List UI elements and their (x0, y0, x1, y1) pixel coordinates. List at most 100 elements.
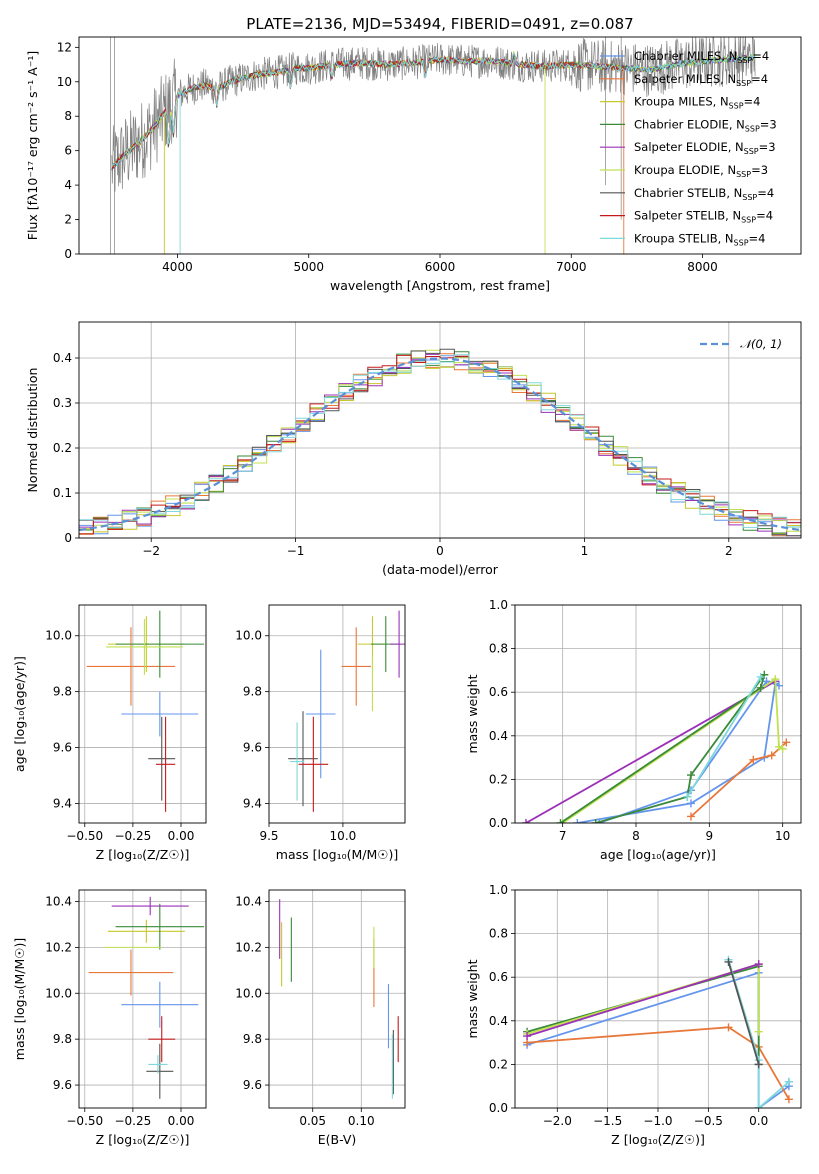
y-tick-label: 0 (64, 531, 72, 545)
x-tick-label: 8 (632, 829, 640, 843)
plus-marker (724, 1023, 733, 1032)
y-axis-label: age [log₁₀(age/yr)] (12, 656, 27, 772)
y-axis-label: mass [log₁₀(M/M☉)] (12, 938, 27, 1060)
plus-marker (754, 960, 763, 969)
legend-entry: Kroupa ELODIE, NSSP=3 (634, 163, 768, 179)
plot-area (522, 670, 791, 823)
y-tick-label: 9.8 (53, 1032, 72, 1046)
x-tick-label: −1.5 (593, 1114, 622, 1128)
plus-marker (687, 812, 695, 821)
y-tick-label: 9.8 (53, 685, 72, 699)
y-tick-label: 10 (57, 75, 72, 89)
histogram-step (79, 354, 801, 528)
normal-curve (79, 357, 801, 532)
x-tick-label: 6000 (425, 260, 456, 274)
x-tick-label: 10 (775, 829, 790, 843)
plus-marker (782, 738, 791, 747)
y-tick-label: 10.4 (45, 894, 72, 908)
panel-3: −0.50 −0.25 0.00 9.4 9.6 9.8 10.0 Z [log₁₀(Z/Z☉… (12, 604, 207, 862)
y-tick-label: 10.4 (235, 894, 262, 908)
legend-entry: Chabrier ELODIE, NSSP=3 (634, 117, 777, 133)
y-axis-label: mass weight (465, 674, 480, 753)
plus-marker (687, 799, 695, 808)
x-tick-label: 0.00 (168, 829, 195, 843)
legend-entry: Chabrier STELIB, NSSP=4 (634, 186, 774, 202)
plus-marker (591, 819, 600, 823)
plus-marker (784, 1077, 793, 1086)
x-tick-label: 1 (581, 544, 589, 558)
axes-frame (78, 321, 802, 539)
x-axis-label: Z [log₁₀(Z/Z☉)] (611, 1132, 705, 1147)
y-tick-label: 9.8 (243, 685, 262, 699)
panel-6: −0.50 −0.25 0.00 9.6 9.8 10.0 10.2 10.4 Z [log₁₀… (12, 889, 207, 1147)
y-axis-label: Normed distribution (25, 368, 40, 493)
x-axis-label: Z [log₁₀(Z/Z☉)] (96, 1132, 190, 1147)
x-tick-label: −0.50 (66, 829, 103, 843)
plus-marker (595, 819, 604, 823)
mass-weight-line (727, 961, 760, 1065)
x-tick-label: 7000 (556, 260, 587, 274)
legend-entry: Chabrier MILES, NSSP=4 (634, 49, 769, 65)
y-tick-label: 0.3 (53, 396, 72, 410)
mass-weight-line (686, 676, 762, 798)
x-tick-label: −2.0 (543, 1114, 572, 1128)
y-tick-label: 0.8 (489, 642, 508, 656)
mass-weight-line (527, 1026, 790, 1100)
x-tick-label: 4000 (162, 260, 193, 274)
plus-marker (767, 751, 776, 760)
x-tick-label: 2 (725, 544, 733, 558)
axes-frame (78, 604, 207, 824)
y-tick-label: 8 (64, 109, 72, 123)
plus-marker (558, 819, 567, 823)
plus-marker (687, 771, 695, 780)
y-tick-label: 9.6 (53, 1078, 72, 1092)
plus-marker (523, 1032, 532, 1041)
panel-7: 0.05 0.10 9.6 9.8 10.0 10.2 10.4 E(B-V) (235, 889, 406, 1147)
y-tick-label: 0.6 (489, 970, 508, 984)
axes-frame (514, 604, 802, 824)
x-tick-label: 10.0 (330, 829, 357, 843)
axes-frame (78, 36, 802, 255)
x-tick-label: −0.5 (694, 1114, 723, 1128)
panel-5: 7 8 9 10 0.0 0.2 0.4 0.6 0.8 1.0 age [log₁₀(age/yr… (465, 598, 802, 862)
y-tick-label: 10.2 (45, 940, 72, 954)
x-axis-label: mass [log₁₀(M/M☉)] (276, 847, 398, 862)
x-tick-label: 0.05 (299, 1114, 326, 1128)
panel-4: 9.5 10.0 9.4 9.6 9.8 10.0 mass [log₁₀(M/M☉)] (235, 604, 406, 862)
y-tick-label: 0.4 (53, 351, 72, 365)
x-axis-label: E(B-V) (318, 1132, 357, 1147)
mass-weight-line (526, 963, 759, 1037)
y-tick-label: 10.0 (235, 629, 262, 643)
plus-marker (749, 755, 758, 764)
plus-marker (784, 1095, 793, 1104)
y-tick-label: 0.2 (489, 1057, 508, 1071)
x-tick-label: 0.0 (749, 1114, 768, 1128)
y-tick-label: 0.0 (489, 816, 508, 830)
legend-entry: Salpeter STELIB, NSSP=4 (634, 209, 773, 225)
mass-weight-line (577, 680, 780, 823)
y-tick-label: 10.2 (235, 940, 262, 954)
mass-weight-line (562, 677, 784, 823)
y-tick-label: 1.0 (489, 598, 508, 612)
y-tick-label: 9.6 (53, 741, 72, 755)
plus-marker (754, 1104, 763, 1108)
model-spectrum (111, 52, 756, 167)
y-tick-label: 10.0 (235, 986, 262, 1000)
plus-marker (573, 819, 582, 823)
x-tick-label: −2 (142, 544, 160, 558)
y-tick-label: 0.1 (53, 486, 72, 500)
plus-marker (756, 683, 765, 692)
y-tick-label: 10.0 (45, 986, 72, 1000)
plot-area (523, 955, 793, 1108)
x-tick-label: −1.0 (643, 1114, 672, 1128)
legend-entry: 𝒩(0, 1) (740, 337, 782, 351)
y-tick-label: 0.6 (489, 685, 508, 699)
plus-marker (754, 1060, 763, 1069)
x-tick-label: −0.25 (114, 1114, 151, 1128)
plus-marker (522, 819, 530, 823)
axes-frame (268, 604, 406, 824)
x-tick-label: 7 (559, 829, 567, 843)
y-tick-label: 12 (57, 40, 72, 54)
x-axis-label: age [log₁₀(age/yr)] (600, 847, 716, 862)
plot-area (88, 896, 205, 1099)
